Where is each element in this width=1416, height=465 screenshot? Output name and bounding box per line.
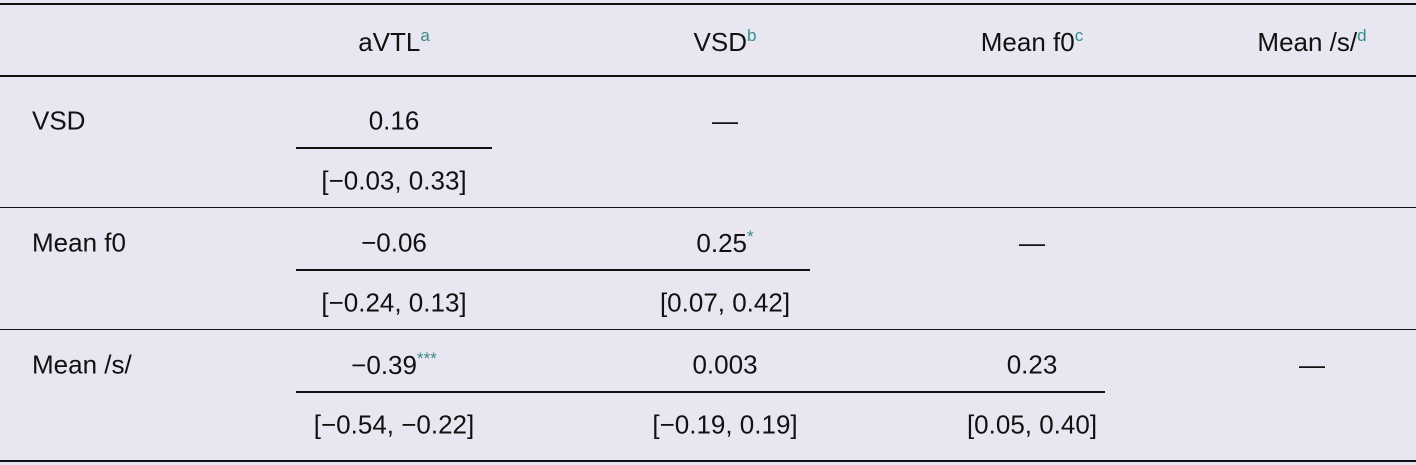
cell-underline (296, 269, 810, 271)
footnote-marker: c (1074, 26, 1084, 45)
estimate: −0.06 (361, 228, 427, 259)
header-rule (0, 75, 1416, 77)
column-header-text: aVTL (358, 27, 421, 57)
estimate: — (1019, 228, 1045, 259)
estimate-text: −0.39 (351, 350, 417, 380)
footnote-marker: a (420, 26, 430, 45)
column-header: Mean f0c (981, 26, 1083, 58)
estimate-text: 0.23 (1006, 349, 1058, 380)
cell-underline (296, 391, 1105, 393)
confidence-interval: [−0.19, 0.19] (652, 409, 798, 440)
bottom-rule (0, 460, 1416, 462)
row-label: VSD (32, 105, 86, 136)
row-label: Mean f0 (32, 227, 126, 258)
confidence-interval: [−0.03, 0.33] (321, 165, 467, 196)
estimate-text: — (712, 105, 738, 136)
footnote-marker: b (747, 26, 757, 45)
row-rule (0, 329, 1416, 330)
confidence-interval: [−0.24, 0.13] (321, 287, 467, 318)
confidence-interval: [0.07, 0.42] (659, 287, 791, 318)
footnote-marker: d (1357, 26, 1367, 45)
estimate-text: 0.003 (692, 349, 758, 380)
estimate: 0.23 (1007, 350, 1058, 381)
row-label: Mean /s/ (32, 349, 132, 380)
estimate-text: 0.25 (696, 228, 747, 258)
estimate: 0.25* (696, 227, 753, 259)
significance-stars: *** (416, 349, 437, 368)
significance-stars: * (746, 227, 754, 246)
row-rule (0, 207, 1416, 208)
estimate-text: −0.06 (361, 227, 427, 258)
estimate: — (1299, 350, 1325, 381)
estimate: 0.003 (692, 350, 757, 381)
confidence-interval: [0.05, 0.40] (966, 409, 1098, 440)
estimate-text: — (1019, 227, 1045, 258)
column-header-text: Mean /s/ (1257, 27, 1358, 57)
column-header: VSDb (694, 26, 757, 58)
top-rule (0, 3, 1416, 5)
estimate: — (712, 106, 738, 137)
estimate: −0.39*** (351, 349, 437, 381)
estimate: 0.16 (369, 106, 420, 137)
estimate-text: — (1299, 349, 1325, 380)
estimate-text: 0.16 (368, 105, 420, 136)
cell-underline (296, 147, 492, 149)
column-header: aVTLa (358, 26, 430, 58)
column-header-text: VSD (693, 27, 747, 57)
column-header-text: Mean f0 (980, 27, 1075, 57)
column-header: Mean /s/d (1257, 26, 1366, 58)
confidence-interval: [−0.54, −0.22] (313, 409, 475, 440)
